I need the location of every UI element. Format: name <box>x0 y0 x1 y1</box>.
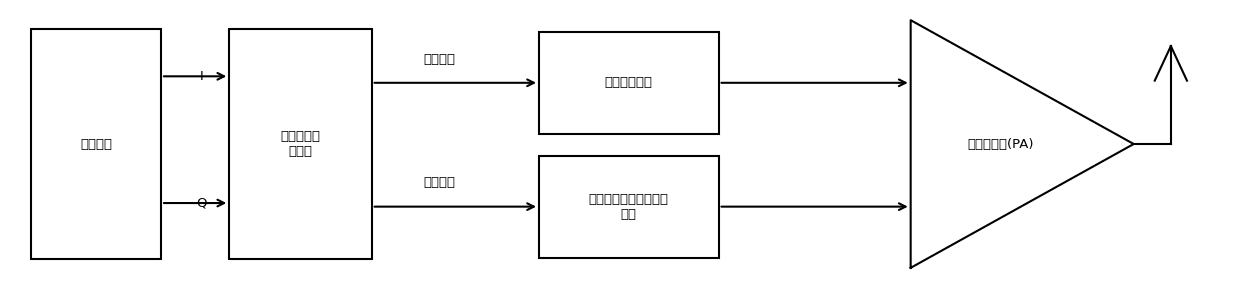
Text: 基带信号: 基带信号 <box>81 137 112 151</box>
Text: 幅度信号: 幅度信号 <box>424 52 456 66</box>
Text: 相位信号: 相位信号 <box>424 176 456 190</box>
Bar <box>229 29 372 259</box>
Text: 幅度信号处理: 幅度信号处理 <box>605 76 653 89</box>
Text: 相位信号调制及上变频
混频: 相位信号调制及上变频 混频 <box>589 193 669 221</box>
Bar <box>31 29 161 259</box>
Text: I: I <box>199 70 204 83</box>
Bar <box>539 156 719 258</box>
Text: 幅度相位分
离算法: 幅度相位分 离算法 <box>280 130 321 158</box>
Bar <box>539 32 719 134</box>
Text: 高效率功放(PA): 高效率功放(PA) <box>968 137 1035 151</box>
Text: Q: Q <box>197 196 207 210</box>
